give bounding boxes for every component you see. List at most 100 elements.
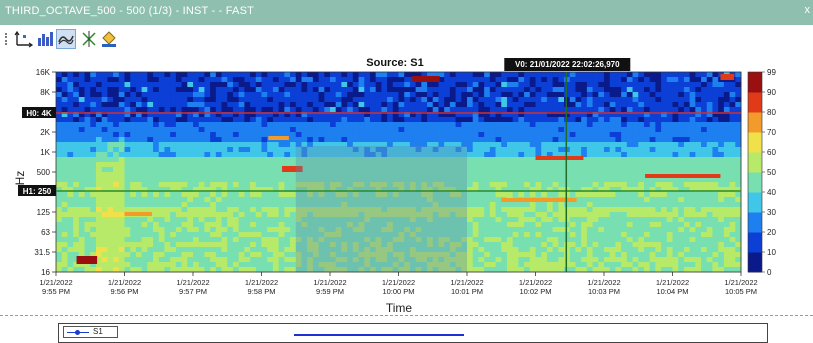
heatmap-cell [318, 72, 325, 78]
toolbar-grip-icon[interactable] [5, 33, 9, 45]
heatmap-cell [478, 207, 485, 213]
heatmap-cell [427, 117, 434, 123]
heatmap-cell [250, 257, 257, 263]
cursor-tool-button[interactable] [79, 29, 99, 49]
heatmap-cell [318, 82, 325, 88]
heatmap-cell [461, 217, 468, 223]
heatmap-cell [335, 87, 342, 93]
heatmap-cell [95, 97, 103, 103]
heatmap-cell [472, 137, 479, 143]
heatmap-cell [84, 217, 91, 223]
heatmap-cell [661, 162, 668, 168]
heatmap-cell [586, 122, 594, 128]
heatmap-cell [141, 82, 148, 88]
heatmap-cell [438, 162, 445, 168]
heatmap-cell [609, 167, 616, 173]
heatmap-cell [67, 147, 74, 153]
colorbar-segment [748, 92, 762, 113]
heatmap-cell [706, 137, 713, 143]
line-link-icon [58, 35, 74, 45]
heatmap-cell [250, 237, 257, 243]
heatmap-cell [90, 137, 97, 143]
cursor-v0-badge[interactable] [504, 58, 631, 71]
heatmap-cell [718, 242, 725, 248]
heatmap-cell [569, 152, 576, 158]
heatmap-cell [238, 192, 245, 198]
heatmap-cell [56, 102, 63, 108]
heatmap-cell [95, 167, 103, 173]
heatmap-cell [695, 157, 702, 163]
heatmap-cell [335, 117, 342, 123]
heatmap-cell [404, 202, 411, 208]
heatmap-cell [643, 192, 651, 198]
heatmap-cell [518, 147, 525, 153]
heatmap-cell [232, 167, 240, 173]
heatmap-cell [153, 132, 160, 138]
heatmap-cell [444, 87, 451, 93]
heatmap-cell [666, 257, 673, 263]
heatmap-cell [484, 162, 491, 168]
heatmap-cell [250, 212, 257, 218]
heatmap-cell [267, 87, 274, 93]
heatmap-cell [227, 137, 234, 143]
heatmap-cell [170, 102, 177, 108]
heatmap-cell [67, 212, 74, 218]
heatmap-cell [701, 192, 708, 198]
heatmap-cell [672, 162, 679, 168]
heatmap-cell [198, 127, 205, 133]
line-link-button[interactable] [56, 29, 76, 49]
paint-bucket-button[interactable] [99, 29, 119, 49]
heatmap-cell [478, 247, 485, 253]
heatmap-cell [170, 107, 177, 113]
heatmap-cell [204, 252, 211, 258]
heatmap-cell [267, 107, 274, 113]
heatmap-cell [84, 102, 91, 108]
heatmap-cell [461, 207, 468, 213]
heatmap-cell [438, 87, 445, 93]
heatmap-cell [541, 252, 548, 258]
heatmap-cell [312, 147, 320, 153]
legend-item-s1[interactable]: S1 [63, 326, 118, 338]
heatmap-cell [467, 92, 474, 98]
heatmap-cell [643, 182, 651, 188]
heatmap-cell [272, 122, 280, 128]
heatmap-cell [649, 242, 656, 248]
heatmap-cell [164, 117, 171, 123]
heatmap-cell [135, 242, 143, 248]
bar-chart-button[interactable] [35, 29, 55, 49]
axis-scale-button[interactable] [14, 29, 34, 49]
heatmap-cell [643, 257, 651, 263]
selected-time-range[interactable] [295, 146, 467, 272]
heatmap-cell [592, 127, 599, 133]
heatmap-cell [364, 137, 371, 143]
heatmap-cell [141, 112, 148, 118]
cursor-h0-badge[interactable] [22, 107, 56, 118]
heatmap-cell [335, 237, 342, 243]
heatmap-cell [56, 72, 63, 78]
heatmap-cell [535, 132, 542, 138]
cursor-h1-badge[interactable] [18, 185, 56, 196]
heatmap-cell [723, 257, 731, 263]
heatmap-cell [712, 197, 719, 203]
heatmap-cell [272, 267, 280, 273]
heatmap-cell [444, 207, 451, 213]
heatmap-cell [461, 227, 468, 233]
heatmap-cell [358, 202, 365, 208]
heatmap-cell [501, 192, 508, 198]
heatmap-cell [147, 242, 154, 248]
heatmap-cell [261, 187, 268, 193]
heatmap-cell [375, 267, 382, 273]
heatmap-cell [512, 137, 519, 143]
heatmap-cell [535, 72, 542, 78]
heatmap-cell [347, 162, 354, 168]
heatmap-cell [175, 202, 183, 208]
heatmap-cell [655, 107, 662, 113]
close-icon[interactable]: x [804, 4, 811, 16]
heatmap-cell [427, 127, 434, 133]
heatmap-cell [729, 187, 736, 193]
heatmap-cell [95, 142, 103, 148]
heatmap-cell [649, 197, 656, 203]
heatmap-cell [232, 127, 240, 133]
heatmap-cell [683, 177, 691, 183]
heatmap-cell [415, 192, 422, 198]
